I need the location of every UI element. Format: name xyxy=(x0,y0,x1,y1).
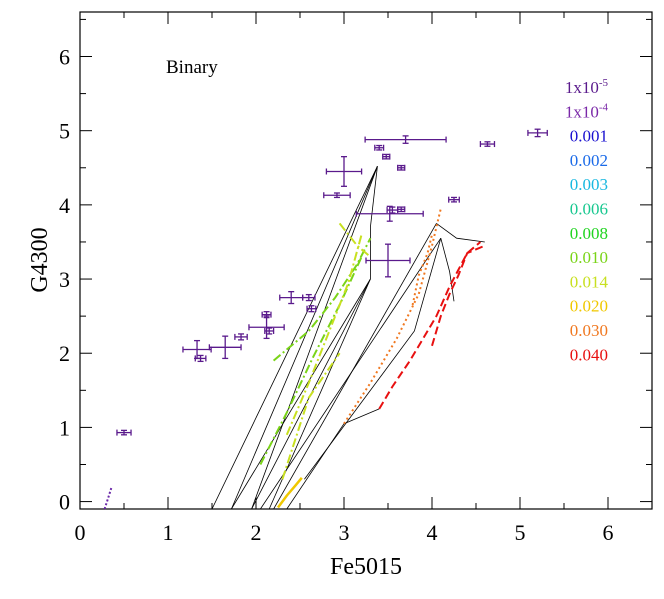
data-point-8 xyxy=(279,291,304,305)
model-grid-lines xyxy=(211,166,485,510)
legend-item: 0.014 xyxy=(570,272,609,291)
model-series xyxy=(103,208,486,510)
data-point-3 xyxy=(208,335,242,360)
x-tick-label: 4 xyxy=(427,520,438,545)
grid-line-8 xyxy=(286,423,345,510)
data-point-16 xyxy=(386,206,399,214)
x-tick-label: 6 xyxy=(603,520,614,545)
x-tick-label: 1 xyxy=(163,520,174,545)
x-tick-label: 2 xyxy=(251,520,262,545)
annotation-label: Binary xyxy=(166,57,218,78)
series-line-0 xyxy=(103,486,113,510)
legend: 1x10-5 1x10-4 0.001 0.002 0.003 0.006 0.008 0.0… xyxy=(565,77,609,364)
grid-line-7 xyxy=(273,223,437,510)
grid-line-11 xyxy=(436,223,485,243)
y-tick-label: 2 xyxy=(59,341,70,366)
legend-item: 0.020 xyxy=(570,297,608,316)
data-point-19 xyxy=(364,135,447,144)
data-point-2 xyxy=(194,354,207,363)
legend-item: 0.001 xyxy=(570,127,608,146)
x-tick-label: 3 xyxy=(339,520,350,545)
grid-line-13 xyxy=(304,238,442,480)
grid-line-10 xyxy=(369,166,378,279)
data-point-1 xyxy=(182,339,212,360)
data-point-18 xyxy=(397,164,406,171)
legend-item: 0.008 xyxy=(570,224,608,243)
y-tick-label: 6 xyxy=(59,45,70,70)
grid-line-0 xyxy=(211,166,378,510)
data-point-4 xyxy=(234,333,248,341)
grid-line-12 xyxy=(440,238,455,302)
y-tick-labels: 0 1 2 3 4 5 6 xyxy=(59,45,70,515)
data-point-17 xyxy=(397,206,406,213)
y-tick-label: 5 xyxy=(59,119,70,144)
legend-item: 0.040 xyxy=(570,345,608,364)
legend-item: 1x10-5 xyxy=(565,77,609,97)
data-point-13 xyxy=(374,144,385,151)
x-tick-label: 0 xyxy=(75,520,86,545)
data-point-6 xyxy=(261,311,272,319)
x-axis-label: Fe5015 xyxy=(330,554,402,580)
data-point-11 xyxy=(323,192,351,199)
series-line-8 xyxy=(411,234,433,306)
data-point-5 xyxy=(248,315,285,340)
axis-ticks xyxy=(79,12,653,509)
legend-item: 0.003 xyxy=(570,175,608,194)
legend-item: 1x10-4 xyxy=(565,101,609,121)
legend-item: 0.030 xyxy=(570,321,608,340)
series-line-6 xyxy=(276,477,303,509)
data-point-9 xyxy=(301,293,316,302)
plot-frame xyxy=(79,11,653,510)
legend-item: 0.010 xyxy=(570,248,608,267)
data-point-15 xyxy=(355,205,424,222)
legend-item: 0.002 xyxy=(570,151,608,170)
data-point-20 xyxy=(365,243,411,278)
y-axis-label: G4300 xyxy=(27,227,53,292)
series-line-4 xyxy=(281,352,341,480)
y-tick-label: 4 xyxy=(59,193,70,218)
series-line-7 xyxy=(343,208,442,425)
data-point-23 xyxy=(527,128,548,138)
data-point-0 xyxy=(116,429,132,436)
x-tick-labels: 0 1 2 3 4 5 6 xyxy=(75,520,614,545)
data-points xyxy=(116,128,548,436)
y-tick-label: 3 xyxy=(59,267,70,292)
series-line-5 xyxy=(338,222,372,258)
data-point-22 xyxy=(479,141,496,148)
grid-line-9 xyxy=(343,408,380,425)
grid-line-3 xyxy=(231,278,371,510)
data-point-21 xyxy=(448,196,460,203)
data-point-7 xyxy=(264,327,275,335)
data-point-12 xyxy=(325,155,363,187)
x-tick-label: 5 xyxy=(515,520,526,545)
data-point-10 xyxy=(306,305,317,313)
grid-line-1 xyxy=(231,166,378,510)
legend-item: 0.006 xyxy=(570,200,608,219)
series-line-1 xyxy=(272,237,372,362)
y-tick-label: 0 xyxy=(59,490,70,515)
y-tick-label: 1 xyxy=(59,415,70,440)
series-line-9 xyxy=(378,241,482,410)
series-line-10 xyxy=(431,244,486,347)
data-point-14 xyxy=(382,153,391,160)
grid-line-2 xyxy=(251,166,378,510)
series-line-3 xyxy=(285,234,363,436)
